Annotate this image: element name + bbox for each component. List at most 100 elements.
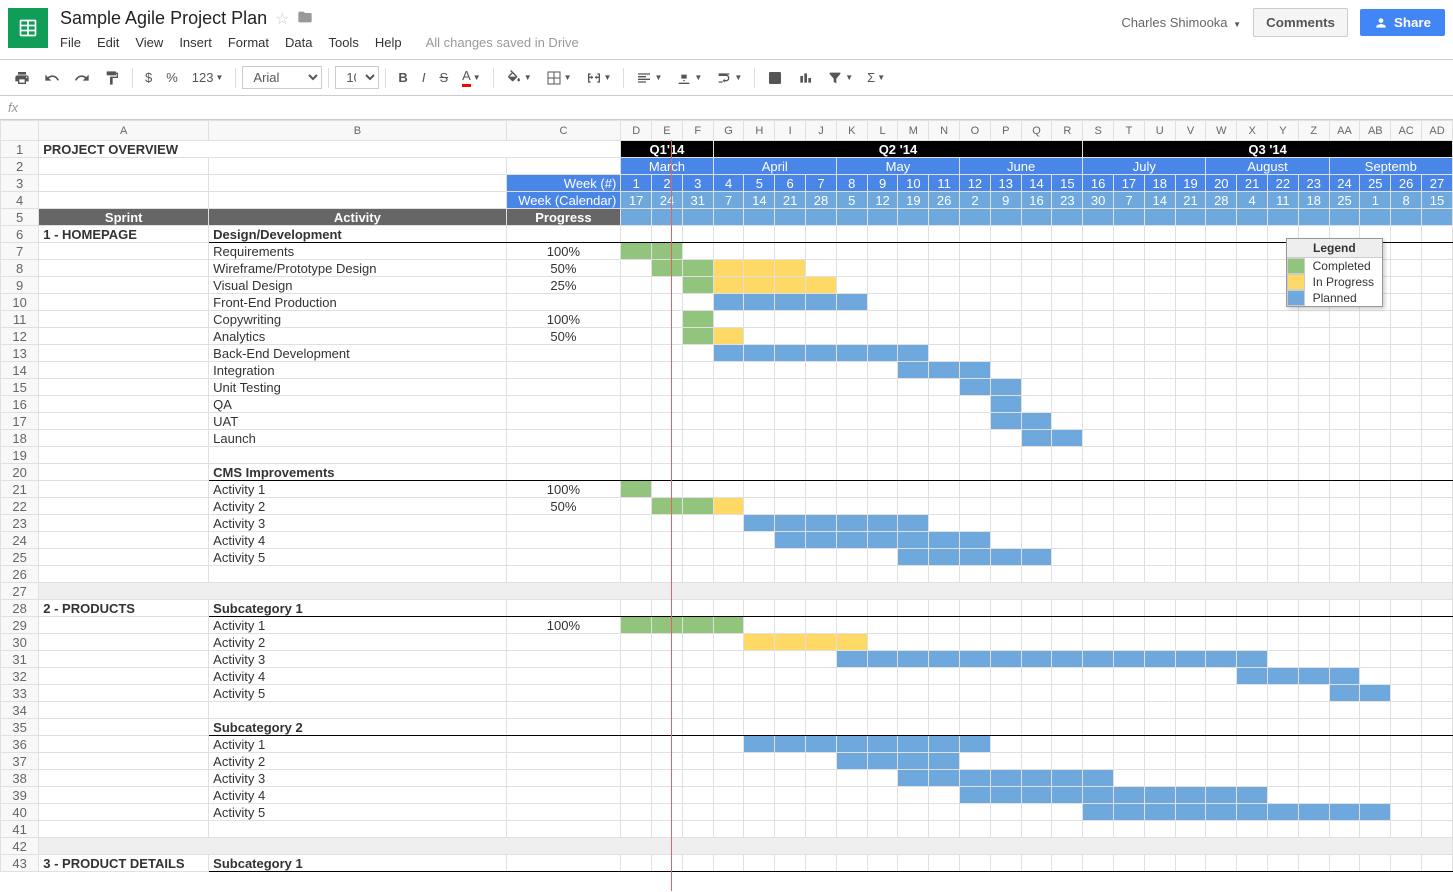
gantt-cell[interactable] — [1021, 549, 1052, 566]
insert-chart-icon[interactable] — [791, 66, 819, 90]
gantt-cell[interactable] — [867, 566, 898, 583]
gantt-cell[interactable] — [775, 413, 806, 430]
gantt-cell[interactable] — [1268, 481, 1299, 498]
gantt-cell[interactable] — [1298, 770, 1329, 787]
gantt-cell[interactable] — [682, 345, 713, 362]
gantt-cell[interactable] — [1237, 362, 1268, 379]
gantt-cell[interactable] — [1083, 736, 1114, 753]
gantt-cell[interactable] — [713, 277, 744, 294]
gantt-cell[interactable] — [1021, 855, 1052, 872]
gantt-cell[interactable] — [1052, 600, 1083, 617]
gantt-cell[interactable] — [1360, 379, 1391, 396]
gantt-cell[interactable] — [929, 821, 960, 838]
gantt-cell[interactable] — [1021, 413, 1052, 430]
gantt-cell[interactable] — [775, 634, 806, 651]
gantt-cell[interactable] — [1360, 566, 1391, 583]
gantt-cell[interactable] — [682, 736, 713, 753]
gantt-cell[interactable] — [1206, 685, 1237, 702]
gantt-cell[interactable] — [621, 719, 652, 736]
gantt-cell[interactable] — [682, 464, 713, 481]
gantt-cell[interactable] — [1391, 515, 1422, 532]
gantt-cell[interactable] — [713, 447, 744, 464]
gantt-cell[interactable] — [652, 719, 683, 736]
gantt-cell[interactable] — [621, 736, 652, 753]
sprint-cell[interactable] — [39, 753, 209, 770]
gantt-cell[interactable] — [806, 481, 837, 498]
gantt-cell[interactable] — [1268, 498, 1299, 515]
gantt-cell[interactable] — [744, 787, 775, 804]
gantt-cell[interactable] — [867, 549, 898, 566]
gantt-cell[interactable] — [682, 396, 713, 413]
gantt-cell[interactable] — [682, 753, 713, 770]
gantt-cell[interactable] — [929, 481, 960, 498]
gantt-cell[interactable] — [960, 634, 991, 651]
gantt-cell[interactable] — [621, 430, 652, 447]
formula-bar[interactable]: fx — [0, 96, 1453, 120]
gantt-cell[interactable] — [682, 566, 713, 583]
activity-cell[interactable]: Activity 5 — [209, 549, 506, 566]
gantt-cell[interactable] — [836, 260, 867, 277]
gantt-cell[interactable] — [1052, 294, 1083, 311]
gantt-cell[interactable] — [1422, 413, 1453, 430]
gantt-cell[interactable] — [1175, 260, 1206, 277]
gantt-cell[interactable] — [836, 770, 867, 787]
gantt-cell[interactable] — [806, 379, 837, 396]
gantt-cell[interactable] — [867, 311, 898, 328]
gantt-cell[interactable] — [1175, 413, 1206, 430]
gantt-cell[interactable] — [1237, 651, 1268, 668]
gantt-cell[interactable] — [1422, 311, 1453, 328]
gantt-cell[interactable] — [744, 634, 775, 651]
activity-cell[interactable]: Activity 1 — [209, 481, 506, 498]
gantt-cell[interactable] — [990, 787, 1021, 804]
gantt-cell[interactable] — [1237, 515, 1268, 532]
gantt-cell[interactable] — [898, 634, 929, 651]
gantt-cell[interactable] — [1052, 549, 1083, 566]
gantt-cell[interactable] — [775, 362, 806, 379]
gantt-cell[interactable] — [1298, 753, 1329, 770]
gantt-cell[interactable] — [1052, 515, 1083, 532]
gantt-cell[interactable] — [1083, 294, 1114, 311]
gantt-cell[interactable] — [1237, 600, 1268, 617]
progress-cell[interactable] — [506, 413, 621, 430]
activity-cell[interactable]: Subcategory 2 — [209, 719, 506, 736]
gantt-cell[interactable] — [775, 685, 806, 702]
progress-cell[interactable] — [506, 651, 621, 668]
gantt-cell[interactable] — [1175, 379, 1206, 396]
gantt-cell[interactable] — [1329, 311, 1360, 328]
gantt-cell[interactable] — [867, 498, 898, 515]
gantt-cell[interactable] — [744, 294, 775, 311]
gantt-cell[interactable] — [713, 532, 744, 549]
gantt-cell[interactable] — [990, 277, 1021, 294]
gantt-cell[interactable] — [1175, 277, 1206, 294]
gantt-cell[interactable] — [1298, 855, 1329, 872]
print-icon[interactable] — [8, 66, 36, 90]
gantt-cell[interactable] — [806, 617, 837, 634]
gantt-cell[interactable] — [1052, 685, 1083, 702]
gantt-cell[interactable] — [1021, 702, 1052, 719]
gantt-cell[interactable] — [1298, 719, 1329, 736]
gantt-cell[interactable] — [1237, 277, 1268, 294]
gantt-cell[interactable] — [990, 770, 1021, 787]
gantt-cell[interactable] — [867, 532, 898, 549]
gantt-cell[interactable] — [652, 277, 683, 294]
strikethrough-icon[interactable]: S — [433, 66, 454, 89]
gantt-cell[interactable] — [898, 464, 929, 481]
gantt-cell[interactable] — [898, 277, 929, 294]
gantt-cell[interactable] — [1422, 770, 1453, 787]
gantt-cell[interactable] — [1052, 634, 1083, 651]
progress-cell[interactable] — [506, 447, 621, 464]
gantt-cell[interactable] — [898, 515, 929, 532]
progress-cell[interactable] — [506, 855, 621, 872]
gantt-cell[interactable] — [1144, 481, 1175, 498]
gantt-cell[interactable] — [1329, 617, 1360, 634]
gantt-cell[interactable] — [1144, 294, 1175, 311]
gantt-cell[interactable] — [990, 600, 1021, 617]
gantt-cell[interactable] — [1268, 804, 1299, 821]
gantt-cell[interactable] — [1360, 600, 1391, 617]
gantt-cell[interactable] — [1083, 226, 1114, 243]
gantt-cell[interactable] — [713, 719, 744, 736]
gantt-cell[interactable] — [1268, 668, 1299, 685]
gantt-cell[interactable] — [621, 498, 652, 515]
gantt-cell[interactable] — [1021, 651, 1052, 668]
gantt-cell[interactable] — [1206, 668, 1237, 685]
